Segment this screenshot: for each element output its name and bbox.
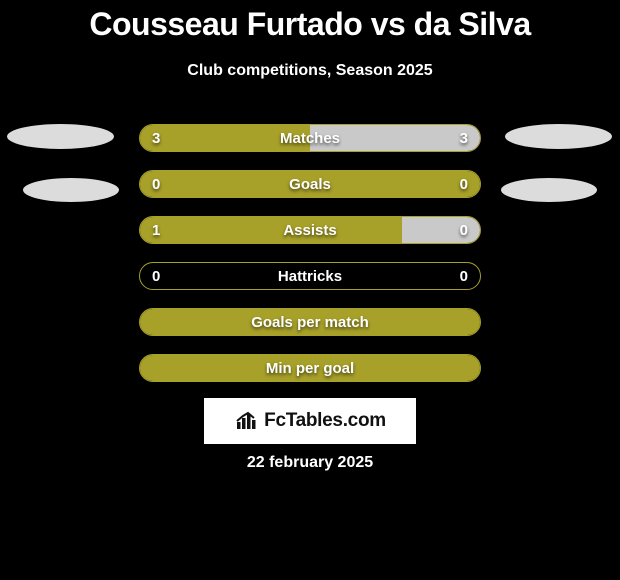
stat-value-right: 0: [460, 171, 468, 197]
stat-value-right: 3: [460, 125, 468, 151]
stat-row: Goals0 0: [139, 170, 481, 198]
stat-value-right: 0: [460, 263, 468, 289]
player-left-ellipse-top: [7, 124, 114, 149]
player-right-ellipse-top: [505, 124, 612, 149]
player-left-ellipse-bottom: [23, 178, 119, 202]
stat-row: Assists1 0: [139, 216, 481, 244]
stat-value-left: 3: [152, 125, 160, 151]
comparison-card: Cousseau Furtado vs da Silva Club compet…: [0, 0, 620, 580]
page-title: Cousseau Furtado vs da Silva: [0, 0, 620, 43]
stat-row: Min per goal: [139, 354, 481, 382]
stat-row: Hattricks0 0: [139, 262, 481, 290]
stat-value-left: 0: [152, 171, 160, 197]
stat-label: Goals per match: [140, 309, 480, 335]
stat-label: Assists: [140, 217, 480, 243]
stat-label: Min per goal: [140, 355, 480, 381]
subtitle: Club competitions, Season 2025: [0, 62, 620, 80]
brand-badge: FcTables.com: [204, 398, 416, 444]
stat-label: Matches: [140, 125, 480, 151]
date-label: 22 february 2025: [0, 454, 620, 472]
stat-value-right: 0: [460, 217, 468, 243]
stat-value-left: 1: [152, 217, 160, 243]
brand-icon: [234, 409, 258, 433]
stat-row: Goals per match: [139, 308, 481, 336]
stat-label: Goals: [140, 171, 480, 197]
brand-text: FcTables.com: [264, 410, 386, 432]
stat-value-left: 0: [152, 263, 160, 289]
player-right-ellipse-bottom: [501, 178, 597, 202]
stat-label: Hattricks: [140, 263, 480, 289]
stat-row: Matches3 3: [139, 124, 481, 152]
